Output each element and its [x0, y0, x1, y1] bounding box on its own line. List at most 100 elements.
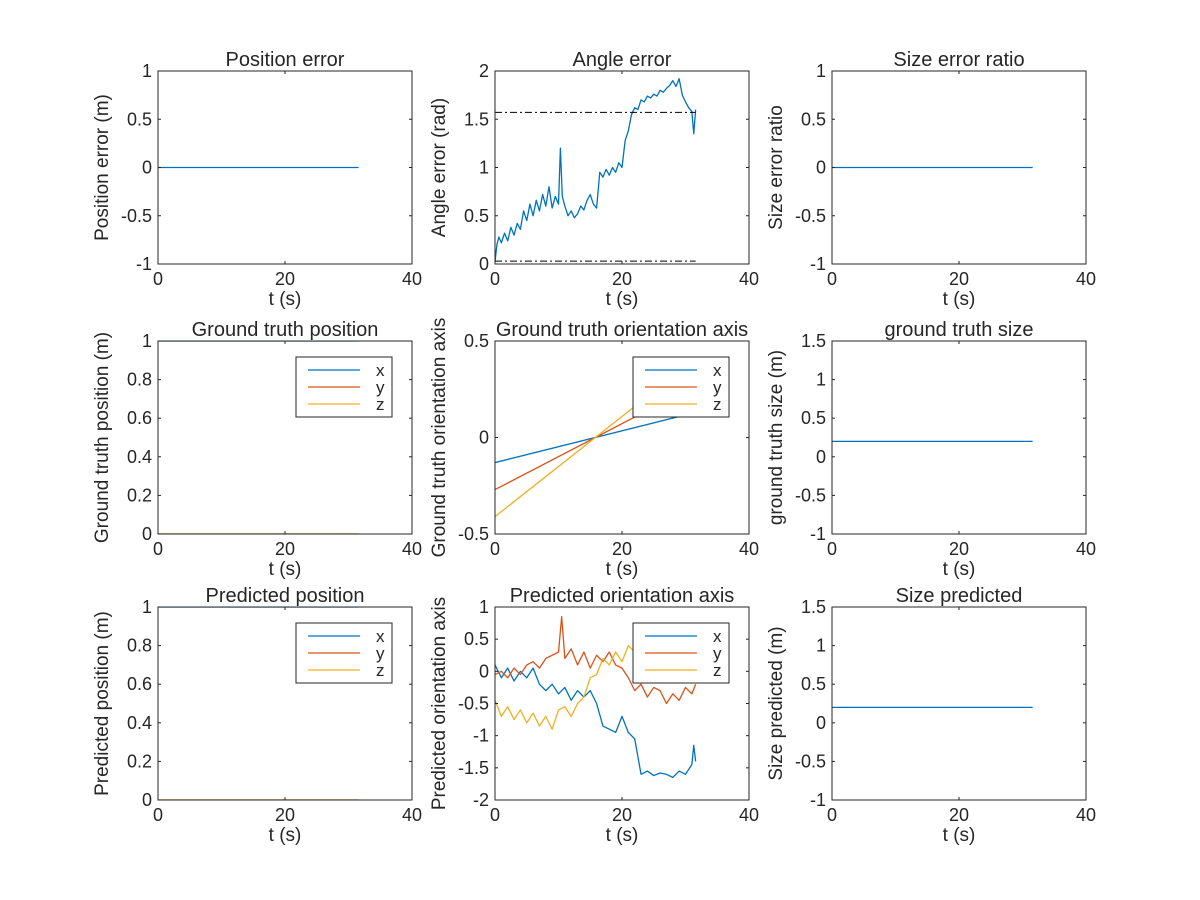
predicted-orientation-axis-legend-label-z: z [713, 661, 722, 680]
ground-truth-position-ytick-label: 1 [142, 331, 152, 351]
size-error-ratio-xtick-label: 20 [949, 269, 969, 289]
position-error-xtick-label: 0 [153, 269, 163, 289]
size-predicted-chart: 0 20 40 -1 -0.5 0 0.5 1 1.5 Size predicted t (s) Si… [766, 585, 1096, 846]
ground-truth-position-legend-label-x: x [376, 361, 385, 380]
position-error-xlabel: t (s) [269, 289, 302, 310]
predicted-orientation-axis-title: Predicted orientation axis [510, 585, 735, 607]
ground-truth-position-chart: 0 20 40 0 0.2 0.4 0.6 0.8 1 Ground truth position… [92, 319, 422, 580]
ground-truth-orientation-axis-chart: 0 20 40-0.500.5 Ground truth orientation ax… [429, 318, 759, 580]
ground-truth-size-ylabel: ground truth size (m) [766, 350, 787, 525]
ground-truth-position-title: Ground truth position [192, 319, 379, 341]
size-predicted-xtick-label: 0 [827, 805, 837, 825]
predicted-orientation-axis-ytick-label: -1 [473, 726, 489, 746]
predicted-orientation-axis-xlabel: t (s) [606, 825, 639, 846]
predicted-position-ytick-label: 0.8 [127, 636, 152, 656]
ground-truth-position-xtick-label: 40 [402, 539, 422, 559]
ground-truth-size-title: ground truth size [885, 319, 1034, 341]
size-predicted-ytick-label: 0 [816, 713, 826, 733]
ground-truth-position-ytick-label: 0.4 [127, 447, 152, 467]
angle-error-ytick-label: 1 [479, 158, 489, 178]
predicted-orientation-axis-ytick-label: 0 [479, 661, 489, 681]
size-error-ratio-xtick-label: 40 [1076, 269, 1096, 289]
position-error-title: Position error [226, 49, 345, 71]
size-predicted-ylabel: Size predicted (m) [766, 626, 787, 780]
ground-truth-orientation-axis-legend-label-x: x [713, 361, 722, 380]
predicted-position-legend-label-y: y [376, 644, 385, 663]
size-predicted-ytick-label: 1 [816, 636, 826, 656]
ground-truth-orientation-axis-ytick-label: 0 [479, 428, 489, 448]
size-error-ratio-ytick-label: 0.5 [801, 109, 826, 129]
position-error-xtick-label: 40 [402, 269, 422, 289]
angle-error-ytick-label: 0 [479, 254, 489, 274]
position-error-ytick-label: 0 [142, 158, 152, 178]
ground-truth-size-xtick-label: 40 [1076, 539, 1096, 559]
size-error-ratio-xlabel: t (s) [943, 289, 976, 310]
size-error-ratio-ytick-label: 1 [816, 61, 826, 81]
ground-truth-size-axes-box [831, 340, 1087, 535]
predicted-orientation-axis-ytick-label: 1 [479, 597, 489, 617]
predicted-orientation-axis-legend-label-x: x [713, 627, 722, 646]
size-error-ratio-xtick-label: 0 [827, 269, 837, 289]
predicted-position-ytick-label: 0.6 [127, 674, 152, 694]
ground-truth-size-ytick-label: 0.5 [801, 408, 826, 428]
size-predicted-ytick-label: 1.5 [801, 597, 826, 617]
ground-truth-position-ytick-label: 0.6 [127, 408, 152, 428]
angle-error-chart: 0 20 40 0 0.5 1 1.5 2 Angle error t (s) Angle erro… [429, 49, 759, 310]
predicted-orientation-axis-xtick-label: 40 [739, 805, 759, 825]
predicted-orientation-axis-xtick-label: 0 [490, 805, 500, 825]
predicted-orientation-axis-ytick-label: -2 [473, 790, 489, 810]
predicted-orientation-axis-ytick-label: 0.5 [464, 629, 489, 649]
predicted-position-title: Predicted position [206, 585, 365, 607]
angle-error-ytick-label: 0.5 [464, 206, 489, 226]
ground-truth-orientation-axis-legend-label-z: z [713, 395, 722, 414]
ground-truth-position-ytick-label: 0.8 [127, 370, 152, 390]
predicted-orientation-axis-legend-label-y: y [713, 644, 722, 663]
angle-error-ytick-label: 2 [479, 61, 489, 81]
size-error-ratio-ylabel: Size error ratio [766, 105, 787, 230]
ground-truth-orientation-axis-ytick-label: -0.5 [458, 524, 489, 544]
ground-truth-size-ytick-label: 0 [816, 447, 826, 467]
angle-error-ytick-label: 1.5 [464, 109, 489, 129]
predicted-orientation-axis-ytick-label: -0.5 [458, 694, 489, 714]
size-predicted-xtick-label: 20 [949, 805, 969, 825]
angle-error-title: Angle error [573, 49, 672, 71]
predicted-position-ytick-label: 0.2 [127, 751, 152, 771]
position-error-ytick-label: -0.5 [121, 206, 152, 226]
angle-error-ylabel: Angle error (rad) [429, 98, 450, 237]
ground-truth-orientation-axis-xtick-label: 20 [612, 539, 632, 559]
ground-truth-position-legend-label-z: z [376, 395, 385, 414]
predicted-position-xtick-label: 20 [275, 805, 295, 825]
ground-truth-position-xtick-label: 0 [153, 539, 163, 559]
size-error-ratio-ytick-label: -1 [810, 254, 826, 274]
angle-error-xtick-label: 20 [612, 269, 632, 289]
ground-truth-size-ytick-label: 1 [816, 370, 826, 390]
ground-truth-size-xtick-label: 0 [827, 539, 837, 559]
size-predicted-ytick-label: -0.5 [795, 751, 826, 771]
ground-truth-size-xtick-label: 20 [949, 539, 969, 559]
size-error-ratio-ytick-label: -0.5 [795, 206, 826, 226]
ground-truth-size-xlabel: t (s) [943, 559, 976, 580]
predicted-position-ylabel: Predicted position (m) [92, 611, 113, 796]
ground-truth-orientation-axis-legend: xyz [632, 356, 730, 418]
position-error-ytick-label: -1 [136, 254, 152, 274]
ground-truth-orientation-axis-ytick-label: 0.5 [464, 331, 489, 351]
predicted-orientation-axis-series-x [495, 664, 697, 779]
position-error-ytick-label: 1 [142, 61, 152, 81]
size-predicted-axes-box [831, 606, 1087, 801]
ground-truth-position-xtick-label: 20 [275, 539, 295, 559]
position-error-chart: 0 20 40 -1 -0.5 0 0.5 1 Position error t (s) Posit… [92, 49, 422, 310]
ground-truth-size-ytick-label: -1 [810, 524, 826, 544]
ground-truth-position-legend: xyz [295, 356, 393, 418]
predicted-position-chart: 0 20 40 0 0.2 0.4 0.6 0.8 1 Predicted position t (… [92, 585, 422, 846]
predicted-position-legend: xyz [295, 622, 393, 684]
position-error-ylabel: Position error (m) [92, 94, 113, 241]
ground-truth-size-ytick-label: -0.5 [795, 485, 826, 505]
ground-truth-orientation-axis-xtick-label: 40 [739, 539, 759, 559]
predicted-orientation-axis-legend: xyz [632, 622, 730, 684]
ground-truth-position-ytick-label: 0.2 [127, 485, 152, 505]
angle-error-xtick-label: 0 [490, 269, 500, 289]
predicted-position-xlabel: t (s) [269, 825, 302, 846]
ground-truth-position-xlabel: t (s) [269, 559, 302, 580]
ground-truth-position-ytick-label: 0 [142, 524, 152, 544]
